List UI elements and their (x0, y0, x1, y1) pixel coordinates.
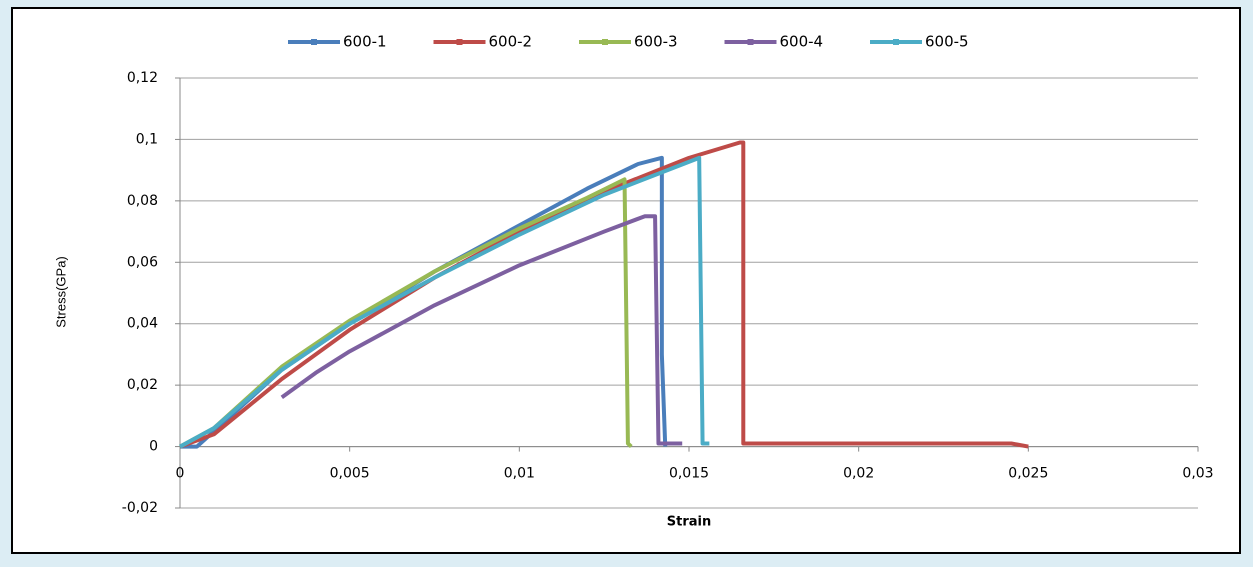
legend-marker (893, 39, 899, 45)
series-line (280, 214, 683, 446)
x-axis-label: Strain (667, 515, 711, 530)
y-tick-label: 0,02 (127, 377, 158, 393)
x-tick-label: 0,02 (843, 466, 874, 482)
legend-label: 600-1 (343, 33, 387, 51)
x-tick-label: 0,01 (504, 466, 535, 482)
legend-label: 600-5 (925, 33, 969, 51)
legend-marker (311, 39, 317, 45)
legend-label: 600-2 (489, 33, 533, 51)
x-tick-label: 0 (176, 466, 185, 482)
x-tick-label: 0,025 (1008, 466, 1048, 482)
y-axis-label: Stress(GPa) (53, 256, 68, 328)
x-tick-label: 0,03 (1182, 466, 1213, 482)
x-tick-label: 0,005 (330, 466, 370, 482)
series-line (179, 155, 710, 449)
legend-marker (747, 39, 754, 45)
legend-marker (602, 39, 608, 45)
y-tick-label: 0,08 (127, 193, 158, 209)
y-tick-label: 0,1 (136, 131, 158, 147)
legend-marker (456, 39, 463, 45)
y-tick-label: -0,02 (122, 500, 158, 516)
series-line (179, 140, 1029, 449)
y-tick-label: 0,06 (127, 254, 158, 270)
y-tick-label: 0 (149, 439, 158, 455)
legend-label: 600-3 (634, 33, 678, 51)
legend-label: 600-4 (780, 33, 824, 51)
y-tick-label: 0,12 (127, 70, 158, 86)
x-tick-label: 0,015 (669, 466, 709, 482)
y-tick-label: 0,04 (127, 316, 158, 332)
